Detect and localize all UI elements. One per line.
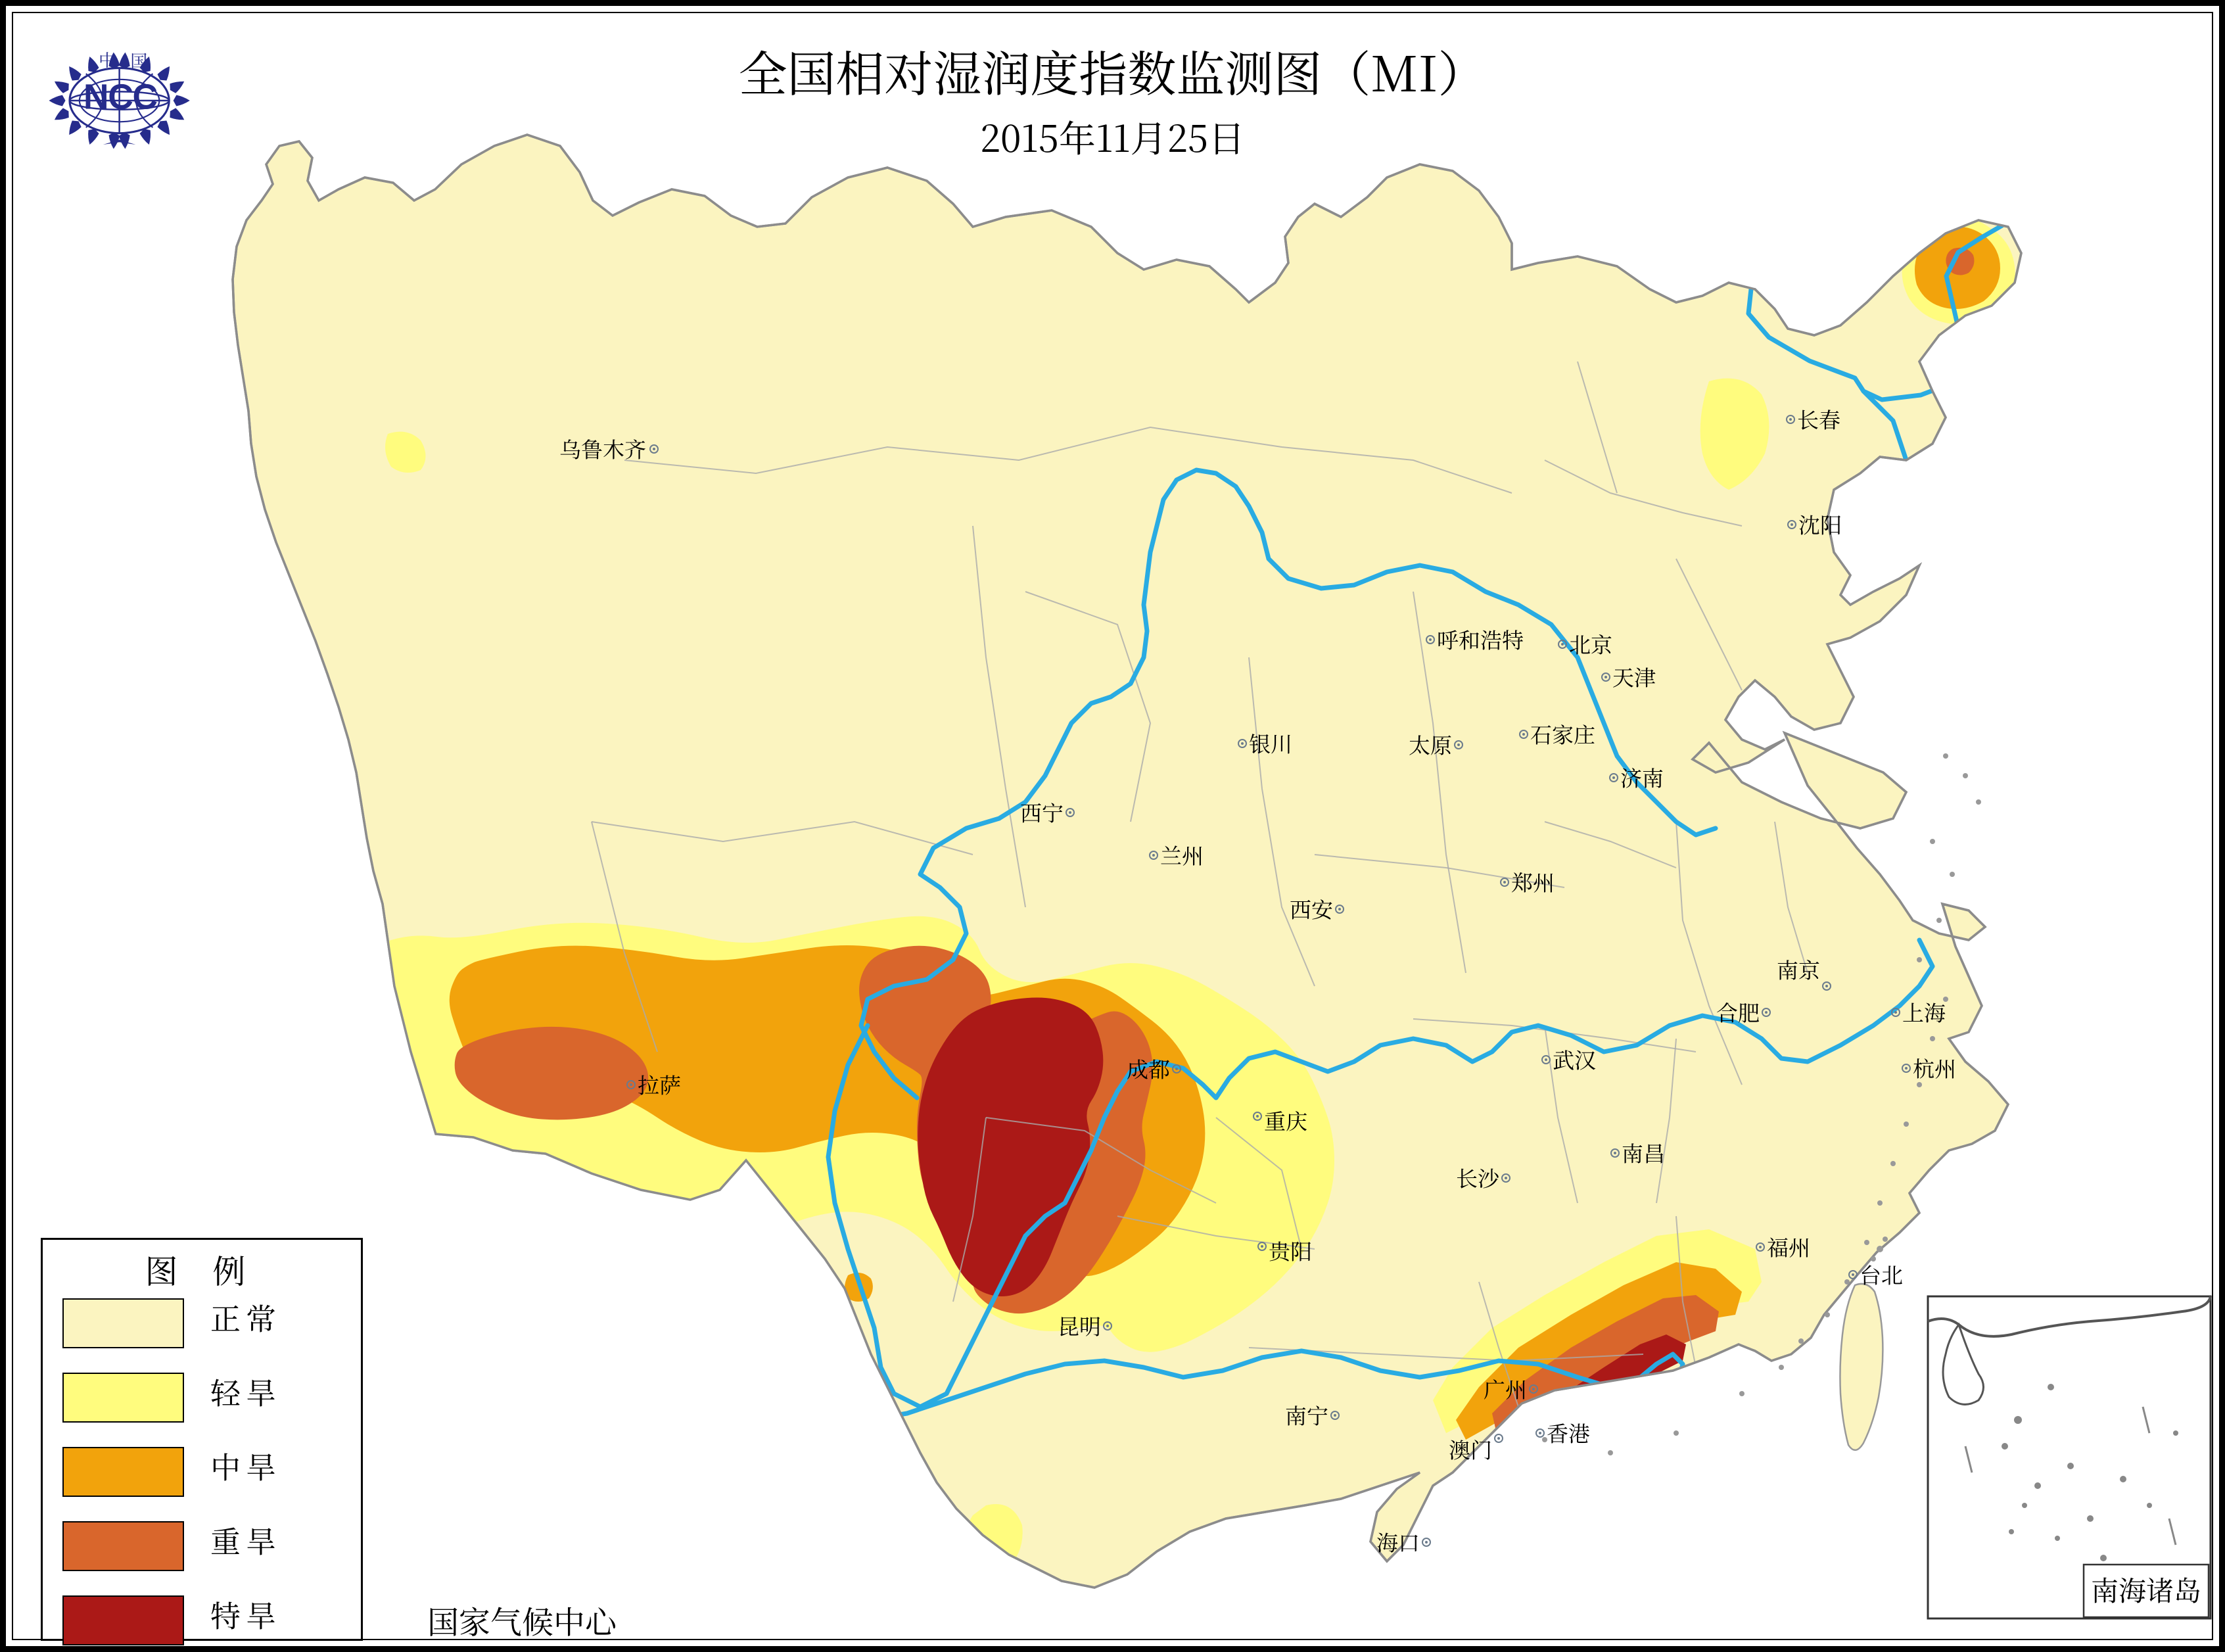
svg-text:南海诸岛: 南海诸岛 bbox=[2091, 1570, 2201, 1609]
